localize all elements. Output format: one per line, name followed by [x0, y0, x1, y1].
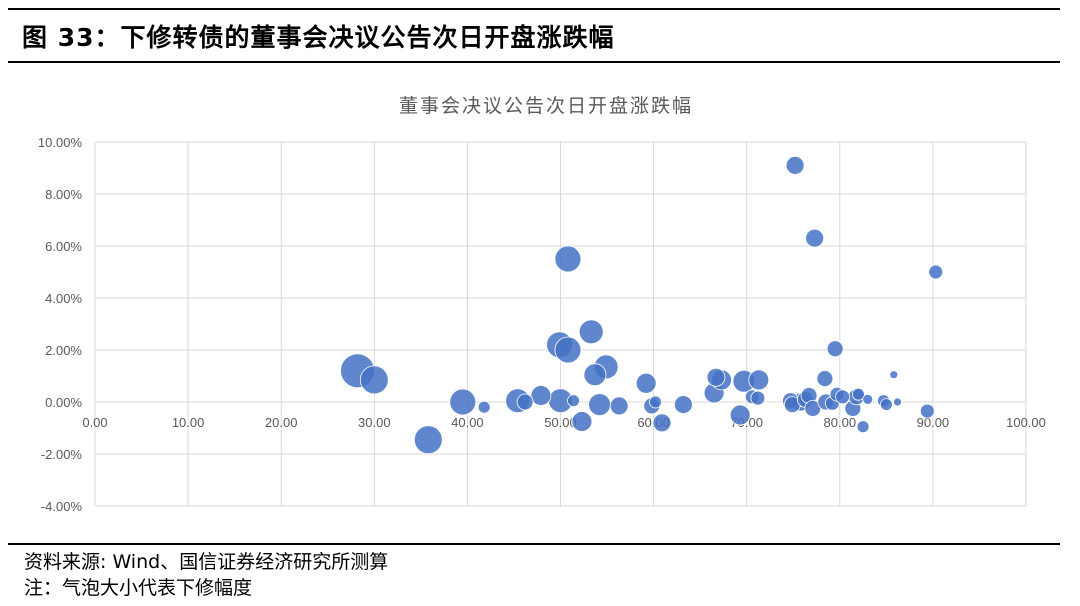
- grid: [94, 141, 1027, 507]
- y-tick-label: 10.00%: [38, 135, 83, 150]
- bubble-point: [359, 365, 389, 395]
- bubble-point: [919, 403, 935, 419]
- bubble-point: [748, 369, 770, 391]
- figure-title: 图 33：下修转债的董事会决议公告次日开盘涨跌幅: [22, 23, 615, 52]
- title-rule: [8, 61, 1060, 63]
- y-tick-label: 2.00%: [45, 343, 82, 358]
- x-tick-label: 100.00: [1006, 415, 1046, 430]
- bubble-point: [583, 363, 607, 387]
- bubble-size-note: 注：气泡大小代表下修幅度: [24, 577, 253, 599]
- bubble-point: [835, 389, 850, 405]
- y-tick-label: 8.00%: [45, 187, 82, 202]
- x-tick-label: 50.00: [544, 415, 577, 430]
- bubble-point: [413, 425, 443, 455]
- x-tick-label: 10.00: [172, 415, 205, 430]
- x-tick-label: 90.00: [917, 415, 950, 430]
- bubbles: [340, 156, 944, 455]
- bubble-point: [856, 420, 870, 434]
- chart-title: 董事会决议公告次日开盘涨跌幅: [399, 95, 693, 117]
- bubble-point: [729, 404, 751, 426]
- top-rule: [8, 8, 1060, 10]
- source-note: 资料来源: Wind、国信证券经济研究所测算: [24, 551, 389, 573]
- bubble-point: [893, 397, 902, 407]
- bubble-point: [750, 390, 766, 406]
- bubble-point: [578, 319, 604, 345]
- bubble-point: [530, 385, 552, 406]
- bubble-point: [588, 393, 612, 417]
- bubble-point: [635, 372, 657, 394]
- bubble-point: [554, 336, 582, 364]
- y-tick-label: 4.00%: [45, 291, 82, 306]
- bubble-point: [516, 393, 534, 411]
- bubble-point: [477, 400, 491, 414]
- y-axis-ticks: -4.00% -2.00% 0.00% 2.00% 4.00% 6.00% 8.00% 10.…: [38, 135, 83, 514]
- bubble-point: [862, 393, 874, 405]
- bubble-point: [673, 395, 693, 415]
- bubble-point: [567, 394, 580, 408]
- bubble-point: [816, 370, 834, 388]
- x-tick-label: 80.00: [824, 415, 857, 430]
- y-tick-label: -2.00%: [41, 447, 83, 462]
- bubble-chart: 董事会决议公告次日开盘涨跌幅 -4.00% -2.00% 0.00% 2.00% 4.0…: [38, 95, 1046, 514]
- x-tick-label: 30.00: [358, 415, 391, 430]
- bubble-point: [889, 370, 899, 380]
- bubble-point: [554, 245, 582, 273]
- bubble-point: [609, 396, 629, 416]
- bubble-point: [652, 413, 672, 433]
- bubble-point: [928, 264, 944, 280]
- bubble-point: [826, 340, 844, 358]
- bubble-point: [706, 367, 726, 387]
- bubble-point: [449, 388, 477, 416]
- x-tick-label: 0.00: [82, 415, 107, 430]
- bubble-point: [785, 156, 805, 175]
- bubble-point: [805, 228, 825, 248]
- bubble-point: [571, 411, 593, 432]
- x-axis-ticks: 0.0010.0020.0030.0040.0050.0060.0070.008…: [82, 415, 1046, 430]
- bubble-point: [852, 387, 865, 401]
- y-tick-label: 6.00%: [45, 239, 82, 254]
- x-tick-label: 20.00: [265, 415, 298, 430]
- bubble-point: [879, 398, 893, 412]
- bottom-rule: [8, 543, 1060, 545]
- x-tick-label: 40.00: [451, 415, 484, 430]
- y-tick-label: -4.00%: [41, 499, 83, 514]
- bubble-point: [649, 395, 662, 409]
- y-tick-label: 0.00%: [45, 395, 82, 410]
